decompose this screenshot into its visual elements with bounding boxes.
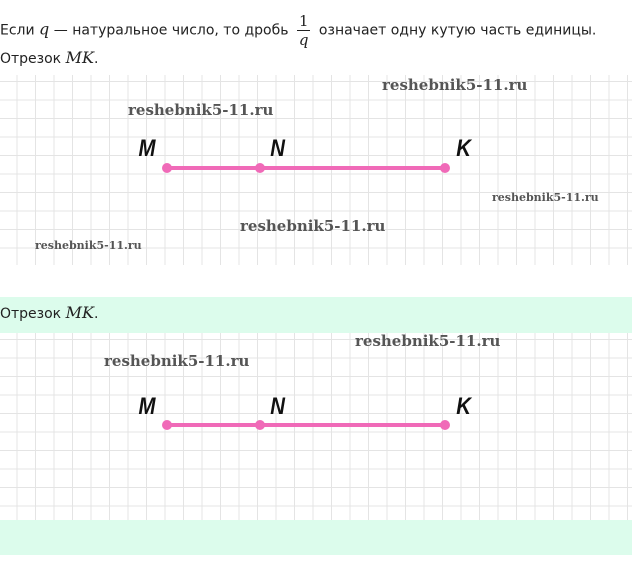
segment-caption: Отрезок MK. [0, 48, 98, 67]
math: MK [65, 48, 94, 67]
point-label-n: N [270, 135, 286, 162]
answer-caption: Отрезок MK. [0, 303, 98, 322]
point-label-m: M [138, 135, 156, 162]
point-k [440, 163, 450, 173]
point-n [255, 163, 265, 173]
text: Отрезок [0, 51, 66, 67]
text: . [93, 306, 99, 322]
watermark: reshebnik5-11.ru [382, 76, 528, 94]
text: . [93, 51, 99, 67]
segment-mk-2 [162, 420, 450, 430]
segment-mk-1 [162, 163, 450, 173]
denominator: q [298, 31, 309, 49]
watermark: reshebnik5-11.ru [355, 332, 501, 350]
text: — натуральное число, то дробь [49, 22, 293, 39]
var-q: q [39, 19, 50, 39]
watermark: reshebnik5-11.ru [240, 217, 386, 235]
watermark: reshebnik5-11.ru [104, 352, 250, 370]
grid-figure-2 [0, 333, 632, 520]
point-k [440, 420, 450, 430]
text: означает одну кутую часть единицы. [314, 22, 597, 39]
watermark: reshebnik5-11.ru [492, 191, 599, 204]
text: Если [0, 22, 40, 39]
math: MK [65, 303, 94, 322]
text: Отрезок [0, 306, 66, 322]
point-label-k: K [456, 393, 472, 420]
watermark: reshebnik5-11.ru [35, 239, 142, 252]
watermark: reshebnik5-11.ru [128, 101, 274, 119]
point-label-n: N [270, 393, 286, 420]
point-n [255, 420, 265, 430]
point-label-m: M [138, 393, 156, 420]
numerator: 1 [296, 12, 311, 31]
point-m [162, 420, 172, 430]
point-label-k: K [456, 135, 472, 162]
point-m [162, 163, 172, 173]
